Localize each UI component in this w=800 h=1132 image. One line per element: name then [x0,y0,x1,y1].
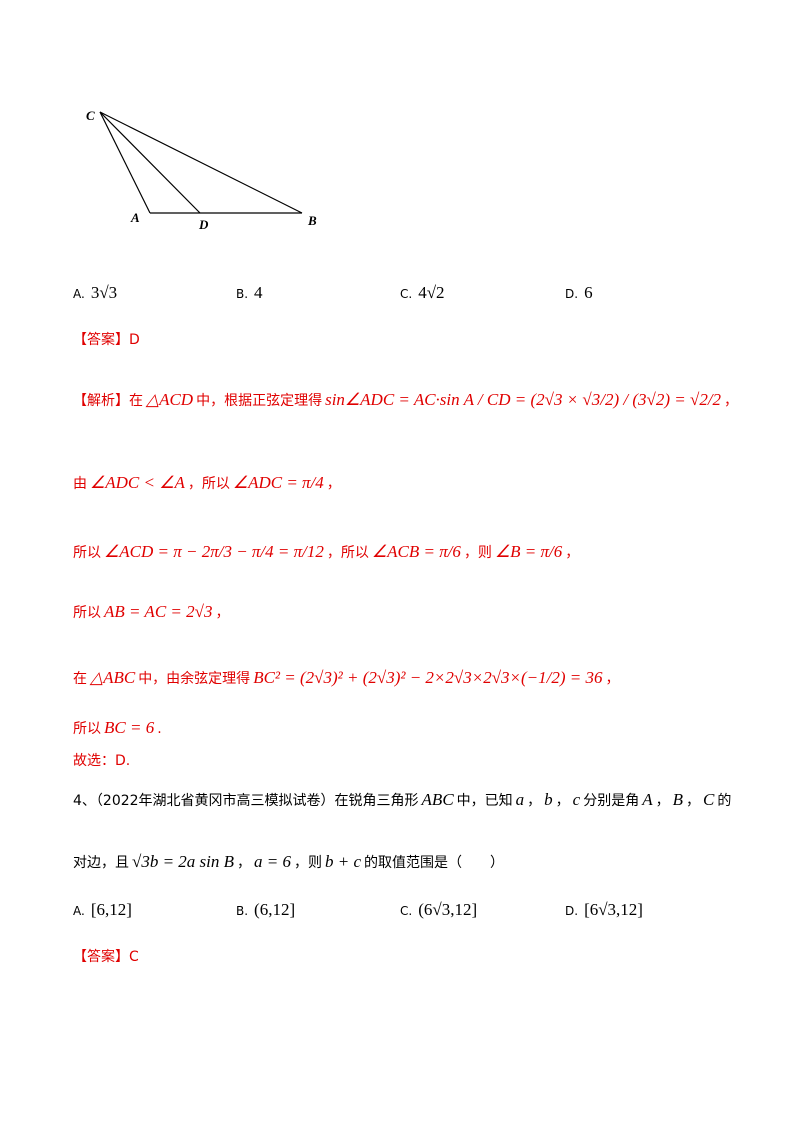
text: ， [326,476,341,492]
math: △ACD [146,390,194,409]
text: 所以 [73,721,101,737]
math: c [572,790,581,809]
text-line: 所以 BC = 6. [73,718,162,738]
option: C. 4√2 [400,283,445,303]
text: 对边，且 [73,855,129,871]
triangle-figure: C A D B [86,108,317,232]
answer-tag: 【答案】 [73,949,129,965]
option: D. [6√3,12] [565,900,643,920]
answer: 【答案】C [73,946,139,966]
text: ， [655,793,670,809]
math: ∠ADC < ∠A [90,473,185,492]
option-value: 4√2 [418,283,445,302]
text-line: 所以 ∠ACD = π − 2π/3 − π/4 = π/12 ，所以 ∠ACB = … [73,542,579,562]
option: A. 3√3 [73,283,117,303]
text: 中，由余弦定理得 [138,671,251,687]
text-line: 4、（2022年湖北省黄冈市高三模拟试卷）在锐角三角形 ABC 中，已知 a， b， c 分… [73,790,731,810]
option-value: 6 [584,283,593,302]
option: A. [6,12] [73,900,132,920]
option-letter: C. [400,904,413,918]
text-line: 在 △ABC 中，由余弦定理得 BC² = (2√3)² + (2√3)² − 2×2… [73,668,619,688]
text: ， [724,393,739,409]
math: B [672,790,683,809]
text: 的 [717,793,732,809]
option: D. 6 [565,283,593,303]
math: b + c [325,852,362,871]
text: ，则 [463,545,492,561]
text: ， [237,855,252,871]
text: 中，根据正弦定理得 [196,393,323,409]
option-letter: D. [565,287,579,301]
side [99,111,151,214]
text: 在 [73,671,87,687]
math: △ABC [90,668,136,687]
option-value: 3√3 [90,283,118,302]
option-letter: C. [400,287,413,301]
math: b [544,790,553,809]
side [99,111,201,214]
math: BC² = (2√3)² + (2√3)² − 2×2√3×2√3×(−1/2)… [253,668,603,687]
math: ∠B = π/6 [494,542,563,561]
answer-text: D [129,332,140,348]
text-line: 故选：D. [73,750,130,770]
option-value: 4 [254,283,263,302]
text: ， [685,793,700,809]
text: 故选：D. [73,753,131,769]
option-letter: B. [236,904,249,918]
math: a = 6 [254,852,292,871]
option-value: [6√3,12] [584,900,643,919]
math: ∠ADC = π/4 [232,473,324,492]
text: 【解析】在 [73,393,143,409]
math: ABC [421,790,454,809]
math: sin∠ADC = AC·sin A / CD = (2√3 × √3/2) /… [325,390,722,409]
text: ， [555,793,570,809]
option-letter: B. [236,287,249,301]
option-value: (6√3,12] [418,900,478,919]
text-line: 由 ∠ADC < ∠A ，所以 ∠ADC = π/4， [73,473,341,493]
text-line: 对边，且 √3b = 2a sin B， a = 6 ，则 b + c 的取值范围是（ ） [73,852,504,872]
option-letter: D. [565,904,579,918]
vertex-label: B [307,213,317,228]
text: 中，已知 [456,793,513,809]
option: C. (6√3,12] [400,900,477,920]
answer-text: C [129,949,139,965]
option: B. (6,12] [236,900,295,920]
text: ，所以 [187,476,230,492]
option-value: [6,12] [90,900,132,919]
text: ，则 [294,855,323,871]
math: √3b = 2a sin B [132,852,235,871]
text: ， [605,671,620,687]
text: ， [565,545,580,561]
option-value: (6,12] [254,900,296,919]
math: AB = AC = 2√3 [104,602,213,621]
vertex-label: C [86,108,95,123]
text: 分别是角 [583,793,640,809]
text: 所以 [73,605,101,621]
option-letter: A. [73,287,85,301]
text: ，所以 [326,545,369,561]
answer-tag: 【答案】 [73,332,129,348]
math: A [642,790,653,809]
text: ， [527,793,542,809]
text: 的取值范围是（ ） [364,855,505,871]
math: BC = 6 [104,718,155,737]
answer: 【答案】D [73,329,140,349]
side [99,111,303,214]
math: ∠ACD = π − 2π/3 − π/4 = π/12 [104,542,324,561]
text-line: 【解析】在 △ACD 中，根据正弦定理得 sin∠ADC = AC·sin A / C… [73,390,738,410]
option-letter: A. [73,904,85,918]
vertex-label: A [130,210,140,225]
math: a [515,790,525,809]
text: ， [215,605,230,621]
text-line: 所以 AB = AC = 2√3， [73,602,229,622]
option: B. 4 [236,283,263,303]
text: 所以 [73,545,101,561]
text: 4、（2022年湖北省黄冈市高三模拟试卷）在锐角三角形 [73,793,419,809]
vertex-label: D [198,217,209,232]
math: ∠ACB = π/6 [371,542,461,561]
text: 由 [73,476,87,492]
math: C [702,790,715,809]
text: . [157,721,162,737]
